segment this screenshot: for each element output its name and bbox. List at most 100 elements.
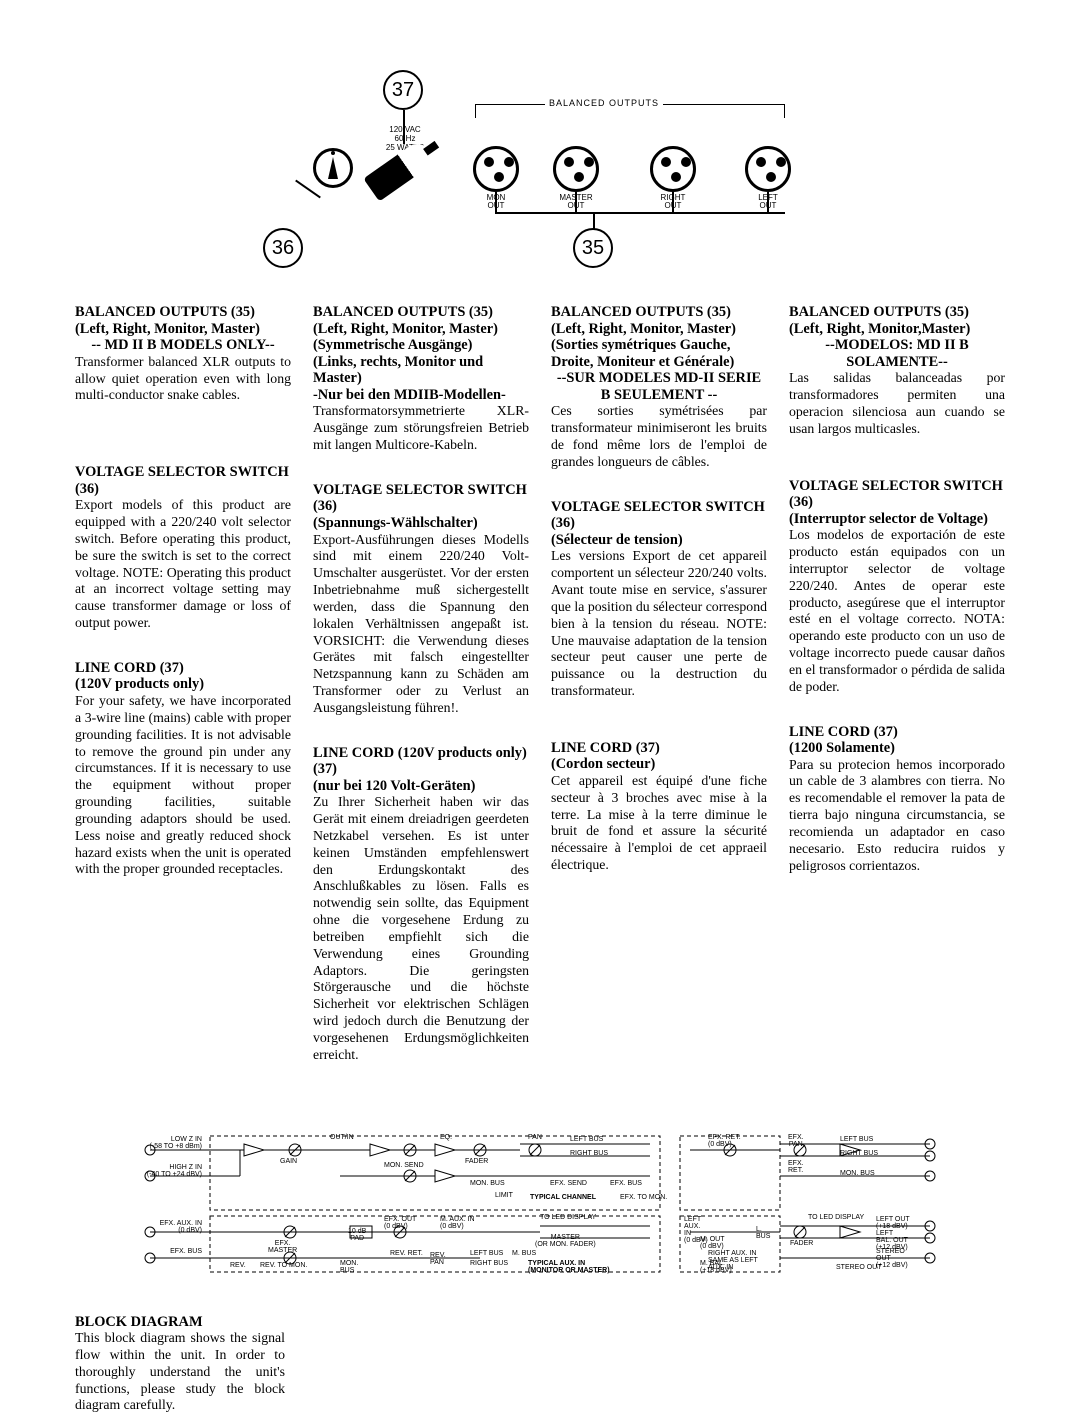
xlr-left-out-icon [745,146,791,192]
text-columns: BALANCED OUTPUTS (35) (Left, Right, Moni… [75,304,1005,1092]
lbl-lowz: LOW Z IN (-58 TO +8 dBm) [132,1136,202,1150]
lbl-fader: FADER [465,1158,488,1165]
head: BLOCK DIAGRAM [75,1314,285,1331]
sub1: (Left, Right, Monitor, Master) [313,321,529,338]
sec-balanced-en: BALANCED OUTPUTS (35) (Left, Right, Moni… [75,304,291,404]
lbl-outin: OUT/IN [330,1134,354,1141]
col-spanish: BALANCED OUTPUTS (35) (Left, Right, Moni… [789,304,1005,1092]
lbl-master: MASTER (OR MON. FADER) [535,1234,596,1248]
body: This block diagram shows the signal flow… [75,1330,285,1414]
head: VOLTAGE SELECTOR SWITCH (36) [75,464,291,497]
sub: (Spannungs-Wählschalter) [313,515,529,532]
lbl-efxmaster: EFX. MASTER [268,1240,297,1254]
lbl-tendb: 10 dB PAD [348,1228,366,1242]
sub2: --MODELOS: MD II B SOLAMENTE-- [789,337,1005,370]
sec-blockdiagram: BLOCK DIAGRAM This block diagram shows t… [75,1314,285,1414]
lbl-toled2: TO LED DISPLAY [808,1214,864,1221]
lbl-typch: TYPICAL CHANNEL [530,1194,596,1201]
sec-balanced-es: BALANCED OUTPUTS (35) (Left, Right, Moni… [789,304,1005,438]
sub2: (Sorties symétriques Gauche, Droite, Mon… [551,337,767,370]
sec-balanced-fr: BALANCED OUTPUTS (35) (Left, Right, Moni… [551,304,767,471]
head: BALANCED OUTPUTS (35) [789,304,1005,321]
sub1: (Left, Right, Monitor,Master) [789,321,1005,338]
head: LINE CORD (37) [75,660,291,677]
head: BALANCED OUTPUTS (35) [313,304,529,321]
sec-voltage-en: VOLTAGE SELECTOR SWITCH (36) Export mode… [75,464,291,632]
fuse-holder-icon [313,148,353,188]
lbl-mbus: M. BUS [512,1250,536,1257]
lbl-rightbus3: RIGHT BUS [840,1150,878,1157]
lbl-rightbus2: RIGHT BUS [470,1260,508,1267]
lbl-mbal: M. BAL. (+18 dBV) [700,1260,732,1274]
col-german: BALANCED OUTPUTS (35) (Left, Right, Moni… [313,304,529,1092]
lbl-monsend: MON. SEND [384,1162,424,1169]
head: LINE CORD (120V products only) (37) [313,745,529,778]
body: Las salidas balanceadas por transformado… [789,370,1005,437]
body: Los modelos de exportación de este produ… [789,527,1005,695]
sec-balanced-de: BALANCED OUTPUTS (35) (Left, Right, Moni… [313,304,529,454]
sec-voltage-fr: VOLTAGE SELECTOR SWITCH (36) (Sélecteur … [551,499,767,700]
lbl-leftbus3: LEFT BUS [840,1136,873,1143]
lbl-efxret2: EFX. RET. [788,1160,804,1174]
sub: (1200 Solamente) [789,740,1005,757]
sub: (Sélecteur de tension) [551,532,767,549]
head: BALANCED OUTPUTS (35) [551,304,767,321]
sub4: -Nur bei den MDIIB-Modellen- [313,387,529,404]
col-french: BALANCED OUTPUTS (35) (Left, Right, Moni… [551,304,767,1092]
sec-linecord-es: LINE CORD (37) (1200 Solamente) Para su … [789,724,1005,875]
sec-linecord-fr: LINE CORD (37) (Cordon secteur) Cet appa… [551,740,767,874]
head: LINE CORD (37) [789,724,1005,741]
lbl-efxtomon: EFX. TO MON. [620,1194,667,1201]
lbl-revpan: REV. PAN [430,1252,446,1266]
lbl-fader2: FADER [790,1240,813,1247]
lbl-monbus: MON. BUS [470,1180,505,1187]
lbl-mauxin: M. AUX. IN (0 dBV) [440,1216,475,1230]
lbl-gain: GAIN [280,1158,297,1165]
sub: (Interruptor selector de Voltage) [789,511,1005,528]
lbl-revret: REV. RET. [390,1250,423,1257]
body: Ces sorties symétrisées par transformate… [551,403,767,470]
col-english: BALANCED OUTPUTS (35) (Left, Right, Moni… [75,304,291,1092]
body: Export models of this product are equipp… [75,497,291,632]
lbl-leftbus: LEFT BUS [570,1136,603,1143]
head: LINE CORD (37) [551,740,767,757]
sub3: --SUR MODELES MD-II SERIE B SEULEMENT -- [551,370,767,403]
xlr-right-out-icon [650,146,696,192]
sub2: -- MD II B MODELS ONLY-- [75,337,291,354]
head: VOLTAGE SELECTOR SWITCH (36) [313,482,529,515]
lbl-efxauxin: EFX. AUX. IN (0 dBV) [132,1220,202,1234]
sub: (Cordon secteur) [551,756,767,773]
lbl-rev: REV. [230,1262,246,1269]
head: VOLTAGE SELECTOR SWITCH (36) [551,499,767,532]
lbl-efxsend: EFX. SEND [550,1180,587,1187]
lbl-revtomon: REV. TO MON. [260,1262,307,1269]
lbl-toled: TO LED DISPLAY [540,1214,596,1221]
lbl-monbus3: MON. BUS [340,1260,358,1274]
lbl-mout: M. OUT (0 dBV) [700,1236,725,1250]
bracket-label: BALANCED OUTPUTS [545,98,663,108]
body: For your safety, we have incorporated a … [75,693,291,878]
sec-linecord-de: LINE CORD (120V products only) (37) (nur… [313,745,529,1064]
lbl-stereoout2: STEREO OUT [836,1264,882,1271]
lbl-pan: PAN [528,1134,542,1141]
sub: (nur bei 120 Volt-Geräten) [313,778,529,795]
head: BALANCED OUTPUTS (35) [75,304,291,321]
lbl-limit: LIMIT [495,1192,513,1199]
lbl-leftout: LEFT OUT (+18 dBV) [876,1216,910,1230]
lbl-typaux: TYPICAL AUX. IN (MONITOR OR MASTER) [528,1260,610,1274]
lbl-efxbus: EFX. BUS [610,1180,642,1187]
xlr-master-out-icon [553,146,599,192]
callout-36: 36 [263,228,303,268]
sec-linecord-en: LINE CORD (37) (120V products only) For … [75,660,291,878]
lbl-efxpan: EFX. PAN [788,1134,804,1148]
body: Transformatorsymmetrierte XLR-Ausgänge z… [313,403,529,453]
lbl-efxout: EFX. OUT (0 dBV) [384,1216,416,1230]
lbl-leftbus2: LEFT BUS [470,1250,503,1257]
lbl-eq: EQ. [440,1134,452,1141]
sub2: (Symmetrische Ausgänge) [313,337,529,354]
sub3: (Links, rechts, Monitor und Master) [313,354,529,387]
xlr-mon-out-icon [473,146,519,192]
callout-37: 37 [383,70,423,110]
block-diagram-schematic: LOW Z IN (-58 TO +8 dBm) HIGH Z IN (-40 … [140,1132,940,1278]
lbl-highz: HIGH Z IN (-40 TO +24 dBV) [132,1164,202,1178]
